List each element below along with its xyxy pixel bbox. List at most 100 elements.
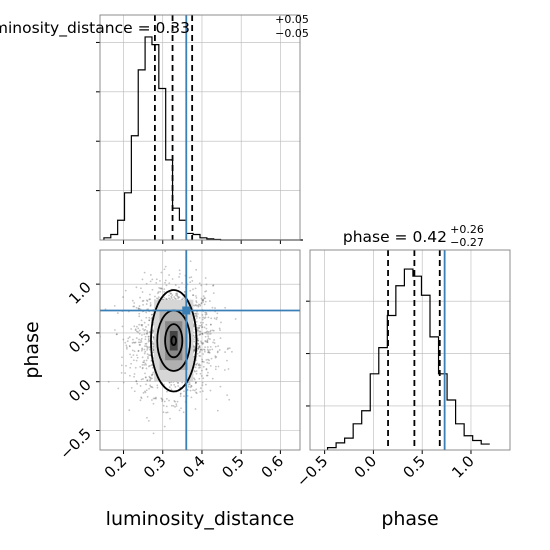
scatter-point xyxy=(169,292,172,295)
scatter-point xyxy=(210,317,213,320)
scatter-point xyxy=(142,361,145,364)
scatter-point xyxy=(201,349,204,351)
scatter-point xyxy=(217,345,220,347)
scatter-point xyxy=(178,409,181,412)
scatter-point xyxy=(144,362,147,365)
scatter-point xyxy=(213,339,216,341)
scatter-point xyxy=(205,313,208,316)
scatter-point xyxy=(198,377,201,380)
scatter-point xyxy=(156,386,159,389)
scatter-point xyxy=(149,298,152,301)
scatter-point xyxy=(204,311,207,314)
scatter-point xyxy=(206,346,209,348)
scatter-point xyxy=(174,385,177,388)
scatter-point xyxy=(183,290,186,293)
scatter-point xyxy=(141,347,143,350)
scatter-point xyxy=(148,339,151,342)
scatter-point xyxy=(198,367,200,369)
scatter-point xyxy=(147,323,150,326)
scatter-point xyxy=(206,330,209,333)
luminosity-distance-x-tick-label: 0.4 xyxy=(179,452,209,482)
scatter-point xyxy=(199,304,202,307)
scatter-point xyxy=(201,390,204,393)
scatter-point xyxy=(120,364,123,367)
scatter-point xyxy=(201,360,204,363)
scatter-point xyxy=(165,298,168,301)
scatter-point xyxy=(135,359,138,362)
scatter-point xyxy=(148,346,150,349)
scatter-point xyxy=(148,330,151,333)
scatter-point xyxy=(198,316,201,319)
scatter-point xyxy=(219,329,221,332)
scatter-point xyxy=(206,339,209,342)
scatter-point xyxy=(136,356,139,359)
scatter-point xyxy=(179,272,181,275)
scatter-point xyxy=(216,350,219,353)
scatter-point xyxy=(189,281,192,284)
scatter-point xyxy=(193,345,196,348)
scatter-point xyxy=(156,297,158,300)
scatter-point xyxy=(137,307,140,310)
scatter-point xyxy=(147,335,150,338)
scatter-point xyxy=(174,297,176,300)
scatter-point xyxy=(138,312,141,315)
scatter-point xyxy=(224,351,227,353)
scatter-point xyxy=(206,361,209,364)
luminosity-distance-x-tick-label: 0.5 xyxy=(218,452,248,482)
scatter-point xyxy=(141,300,144,302)
phase-x-tick-label: 1.0 xyxy=(448,452,478,482)
scatter-point xyxy=(197,303,200,306)
scatter-point xyxy=(208,333,210,335)
scatter-point xyxy=(197,342,200,345)
scatter-point xyxy=(152,402,155,405)
scatter-point xyxy=(144,338,147,341)
scatter-point xyxy=(147,356,149,358)
scatter-point xyxy=(198,324,201,327)
scatter-point xyxy=(140,378,143,381)
scatter-point xyxy=(138,323,141,326)
scatter-point xyxy=(170,388,173,391)
scatter-point xyxy=(134,366,137,369)
phase-x-tick-label: 0.5 xyxy=(399,452,429,482)
scatter-point xyxy=(198,346,200,348)
scatter-point xyxy=(152,346,155,348)
scatter-point xyxy=(202,365,205,368)
scatter-point xyxy=(199,366,202,369)
scatter-point xyxy=(204,277,207,279)
scatter-point xyxy=(176,400,179,403)
scatter-point xyxy=(173,296,176,298)
scatter-point xyxy=(145,299,148,302)
phase-y-tick-label: 0.0 xyxy=(65,376,95,406)
scatter-point xyxy=(201,318,204,321)
density-2d-frame xyxy=(99,249,301,451)
scatter-point xyxy=(168,399,170,402)
scatter-point xyxy=(152,342,155,344)
scatter-point xyxy=(201,326,204,328)
scatter-point xyxy=(177,296,180,298)
scatter-point xyxy=(201,326,203,329)
scatter-point xyxy=(122,381,125,384)
phase-y-tick-label: 1.0 xyxy=(65,278,95,308)
scatter-point xyxy=(145,282,148,285)
scatter-point xyxy=(204,290,206,293)
scatter-point xyxy=(135,337,138,339)
scatter-point xyxy=(199,350,201,353)
scatter-point xyxy=(140,337,143,340)
scatter-point xyxy=(193,369,196,372)
scatter-point xyxy=(155,278,158,281)
scatter-point xyxy=(199,372,202,375)
scatter-point xyxy=(214,345,217,348)
scatter-point xyxy=(206,339,209,341)
scatter-point xyxy=(128,374,131,377)
scatter-point xyxy=(201,384,204,387)
scatter-point xyxy=(195,304,198,307)
scatter-point xyxy=(135,354,138,357)
scatter-point xyxy=(162,404,165,407)
scatter-point xyxy=(168,381,171,384)
scatter-point xyxy=(191,279,194,282)
scatter-point xyxy=(193,312,196,315)
scatter-point xyxy=(178,296,181,299)
scatter-point xyxy=(160,271,163,274)
scatter-point xyxy=(202,353,204,355)
